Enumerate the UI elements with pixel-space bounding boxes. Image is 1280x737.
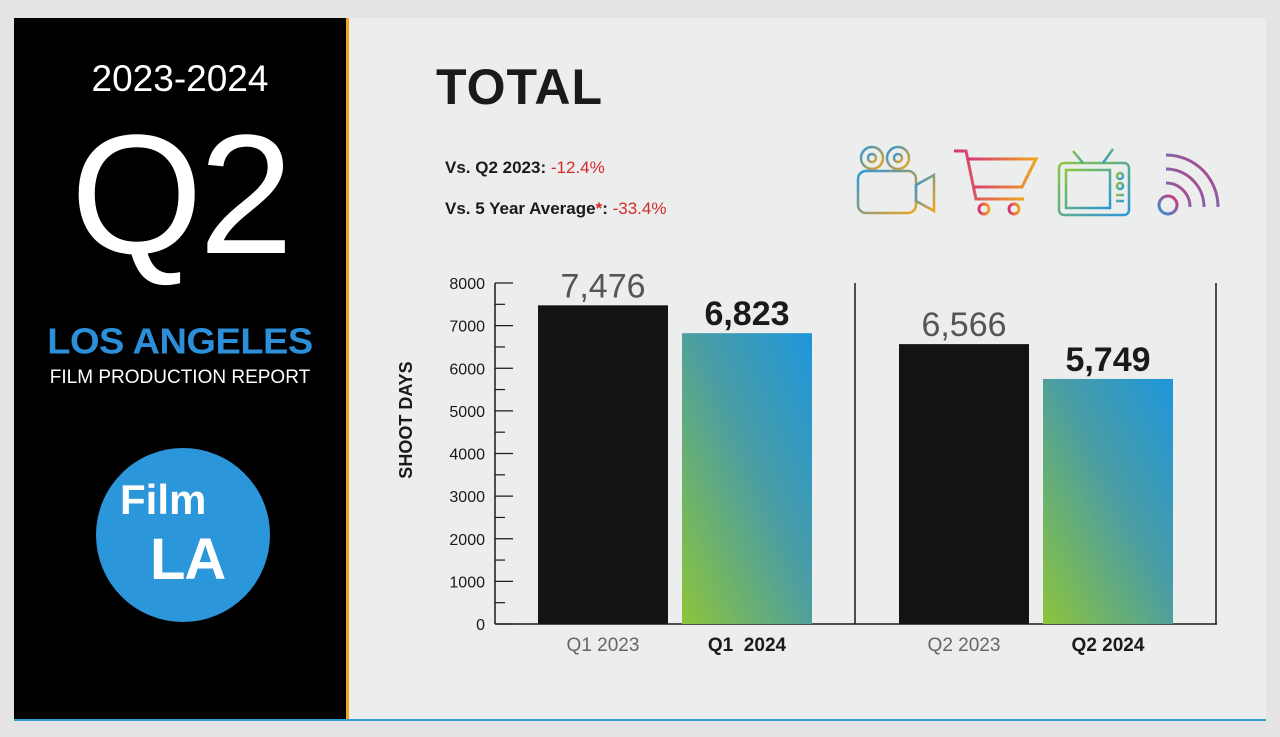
logo-text-film: Film [120, 476, 207, 523]
comparison-prior-year-value: -12.4% [550, 158, 605, 177]
bar [899, 344, 1029, 624]
bottom-rule [14, 719, 1266, 721]
comparison-prior-year-label: Vs. Q2 2023: [445, 158, 551, 177]
bar [1043, 378, 1173, 624]
x-tick-label: Q2 2023 [928, 635, 1001, 656]
y-tick-label: 8000 [449, 276, 485, 293]
comparison-five-year: Vs. 5 Year Average*: -33.4% [445, 199, 666, 219]
x-tick-label: Q2 2024 [1072, 635, 1145, 656]
y-tick-label: 6000 [449, 361, 485, 378]
comparison-five-year-colon: : [602, 199, 613, 218]
broadcast-icon [1157, 153, 1220, 216]
report-subtitle: FILM PRODUCTION REPORT [49, 367, 311, 388]
comparison-prior-year: Vs. Q2 2023: -12.4% [445, 158, 605, 178]
left-panel: 2023-2024 Q2 LOS ANGELES FILM PRODUCTION… [14, 18, 346, 720]
y-tick-label: 1000 [449, 574, 485, 591]
y-axis-label: SHOOT DAYS [396, 361, 416, 478]
report-quarter: Q2 [70, 100, 294, 290]
y-tick-label: 2000 [449, 532, 485, 549]
x-tick-label: Q1 2024 [708, 635, 787, 656]
footnote-asterisk: * [595, 199, 603, 218]
bar [538, 305, 668, 624]
category-icons [856, 145, 1220, 217]
x-tick-label: Q1 2023 [567, 635, 640, 656]
bar-value-label: 7,476 [560, 267, 645, 305]
accent-divider [346, 18, 349, 720]
report-year: 2023-2024 [91, 58, 269, 99]
comparison-five-year-label: Vs. 5 Year Average [445, 199, 596, 218]
television-icon [1057, 148, 1131, 217]
bar-value-label: 5,749 [1065, 341, 1150, 379]
chart-title: TOTAL [436, 59, 604, 115]
bar-value-label: 6,566 [921, 306, 1006, 344]
bar [682, 333, 812, 624]
logo-text-la: LA [150, 527, 226, 592]
shopping-cart-icon [954, 149, 1039, 216]
y-tick-label: 3000 [449, 489, 485, 506]
filmla-logo: Film LA [96, 448, 270, 622]
city-name: LOS ANGELES [47, 322, 313, 362]
y-tick-label: 4000 [449, 447, 485, 464]
y-tick-label: 5000 [449, 404, 485, 421]
y-tick-label: 0 [476, 617, 485, 634]
report-frame: 2023-2024 Q2 LOS ANGELES FILM PRODUCTION… [14, 18, 1266, 720]
y-tick-label: 7000 [449, 319, 485, 336]
film-camera-icon [856, 145, 936, 215]
bar-value-label: 6,823 [704, 295, 789, 333]
comparison-five-year-value: -33.4% [612, 199, 667, 218]
